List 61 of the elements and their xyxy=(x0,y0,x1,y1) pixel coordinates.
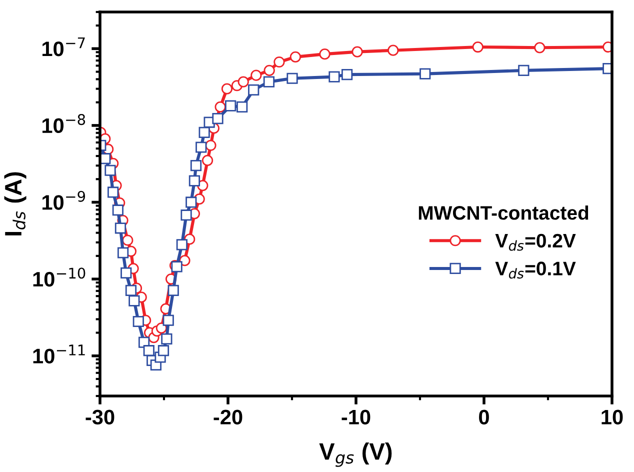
point xyxy=(238,76,249,88)
point xyxy=(420,68,431,80)
point xyxy=(196,142,207,153)
x-tick-label: 10 xyxy=(602,410,623,424)
y-tick-label: 10$^{−11}$ xyxy=(33,344,85,364)
point xyxy=(128,295,140,306)
point xyxy=(122,234,134,246)
point xyxy=(190,160,202,172)
point xyxy=(264,64,275,76)
point xyxy=(341,68,353,80)
point xyxy=(328,71,340,82)
point xyxy=(250,70,262,81)
point xyxy=(212,112,224,124)
point xyxy=(388,44,399,56)
point xyxy=(214,101,226,113)
y-tick-label: 10$^{−8}$ xyxy=(42,114,86,134)
point xyxy=(352,46,363,58)
point xyxy=(518,64,530,76)
point xyxy=(202,154,214,166)
point xyxy=(205,140,216,151)
point xyxy=(180,210,192,221)
point xyxy=(176,239,188,250)
point xyxy=(225,100,236,112)
legend-title: MWCNT-contacted xyxy=(418,205,588,220)
point xyxy=(472,41,484,53)
point xyxy=(290,51,302,62)
x-axis-title: V$_{gs}$ (V) xyxy=(319,442,392,467)
y-axis-title: I$_{ds}$ (A) xyxy=(4,172,26,236)
legend-label: V$_{ds}$=0.1V xyxy=(495,262,576,279)
y-tick-label: 10$^{−9}$ xyxy=(42,190,86,210)
point xyxy=(117,247,129,258)
point xyxy=(162,314,174,326)
point xyxy=(114,222,126,234)
point xyxy=(108,186,119,198)
x-tick-label: -10 xyxy=(342,410,370,424)
point xyxy=(132,316,144,328)
point xyxy=(286,72,298,84)
point xyxy=(319,48,330,60)
point xyxy=(168,284,179,296)
legend-label: V$_{ds}$=0.2V xyxy=(495,234,576,251)
point xyxy=(158,345,170,356)
point xyxy=(198,126,210,138)
x-tick-label: -30 xyxy=(86,410,114,425)
point xyxy=(263,76,275,88)
point xyxy=(143,345,154,356)
point xyxy=(248,84,260,96)
point xyxy=(112,204,124,216)
point xyxy=(104,164,116,176)
point xyxy=(221,83,233,94)
y-tick-label: 10$^{−10}$ xyxy=(33,268,86,287)
point xyxy=(120,267,132,279)
x-tick-label: -20 xyxy=(214,410,242,424)
x-tick-label: 0 xyxy=(479,410,489,424)
y-tick-label: 10$^{−7}$ xyxy=(42,37,85,56)
point xyxy=(188,175,200,186)
point xyxy=(274,56,285,68)
point xyxy=(161,333,172,344)
point xyxy=(534,42,546,54)
point xyxy=(236,101,248,113)
point xyxy=(125,284,137,296)
point xyxy=(186,196,197,208)
